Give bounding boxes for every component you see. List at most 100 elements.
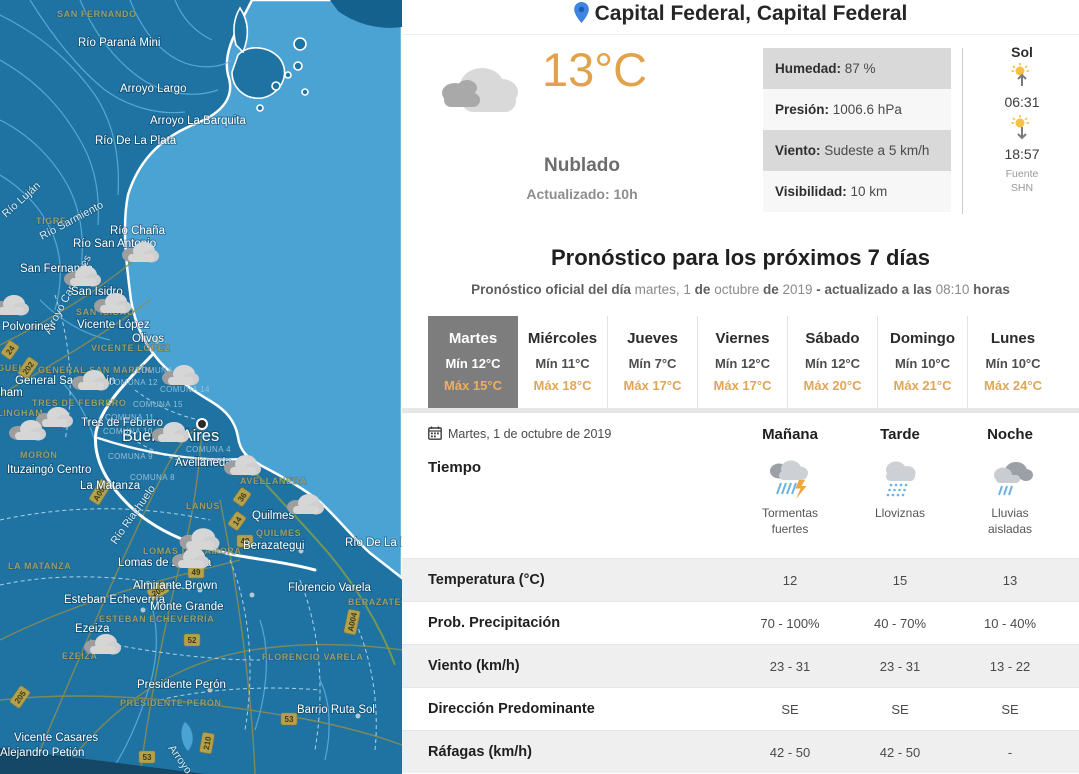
sunset-time: 18:57	[1004, 146, 1040, 162]
svg-text:LANÚS: LANÚS	[186, 500, 220, 511]
tab-day-viernes[interactable]: Viernes Mín 12°C Máx 17°C	[698, 316, 788, 408]
svg-text:ESTEBAN ECHEVERRÍA: ESTEBAN ECHEVERRÍA	[99, 614, 214, 624]
svg-text:BERAZATEGUI: BERAZATEGUI	[348, 597, 402, 607]
condition-manana: Tormentas fuertes	[735, 459, 845, 537]
map-water-dark	[330, 0, 402, 28]
svg-text:49: 49	[192, 568, 201, 577]
svg-text:AVELLANEDA: AVELLANEDA	[240, 476, 307, 486]
svg-text:VICENTE LÓPEZ: VICENTE LÓPEZ	[91, 342, 170, 353]
svg-text:COMUNA 10: COMUNA 10	[103, 427, 153, 436]
forecast-subtitle: Pronóstico oficial del día martes, 1 de …	[471, 282, 1010, 297]
svg-text:Ezeiza: Ezeiza	[75, 623, 110, 635]
svg-text:Río De La Plata: Río De La Plata	[95, 135, 177, 147]
svg-text:Río Paraná Mini: Río Paraná Mini	[78, 37, 160, 49]
svg-text:PRESIDENTE PERÓN: PRESIDENTE PERÓN	[120, 697, 222, 708]
svg-text:RLINGHAM: RLINGHAM	[0, 408, 43, 418]
svg-text:52: 52	[188, 636, 197, 645]
location-header: Capital Federal, Capital Federal	[402, 2, 1079, 35]
table-row-temperatura: Temperatura (°C) 12 15 13	[402, 558, 1079, 601]
svg-text:FLORENCIO VARELA: FLORENCIO VARELA	[262, 652, 363, 662]
column-header-tarde: Tarde	[880, 426, 920, 443]
current-updated-text: Actualizado: 10h	[526, 186, 638, 202]
sunrise-icon	[1011, 63, 1029, 86]
selected-day-date: Martes, 1 de octubre de 2019	[402, 426, 735, 443]
location-pin-icon	[573, 2, 589, 23]
svg-text:Alejandro Petión: Alejandro Petión	[0, 747, 84, 759]
svg-text:53: 53	[285, 715, 294, 724]
map-islands	[231, 6, 309, 112]
svg-text:Monte Grande: Monte Grande	[150, 601, 224, 613]
svg-text:MORÓN: MORÓN	[20, 449, 58, 460]
sun-divider	[962, 48, 963, 214]
rain-icon	[994, 462, 1033, 496]
tab-day-martes[interactable]: Martes Mín 12°C Máx 15°C	[428, 316, 518, 408]
svg-text:SAN FERNANDO: SAN FERNANDO	[57, 9, 137, 19]
storm-icon	[770, 460, 808, 499]
detail-row-wind: Viento: Sudeste a 5 km/h	[763, 130, 951, 171]
svg-text:Berazategui: Berazategui	[243, 540, 304, 552]
svg-text:La Matanza: La Matanza	[80, 480, 141, 492]
map-marker-buenos-aires[interactable]	[196, 418, 208, 430]
map-lagoon	[181, 722, 193, 751]
calendar-icon	[428, 426, 442, 440]
svg-text:49: 49	[241, 537, 250, 546]
svg-text:Esteban Echeverría: Esteban Echeverría	[64, 594, 166, 606]
svg-text:Vicente López: Vicente López	[77, 319, 150, 331]
map-water-rio-de-la-plata	[123, 0, 404, 581]
svg-text:Río Chaña: Río Chaña	[110, 225, 166, 237]
svg-text:MIGUEL: MIGUEL	[0, 363, 25, 373]
current-details-box: Humedad: 87 % Presión: 1006.6 hPa Viento…	[763, 48, 951, 212]
svg-text:TIGRE: TIGRE	[36, 216, 67, 226]
current-temperature: 13°C	[542, 43, 648, 96]
forecast-table: Temperatura (°C) 12 15 13 Prob. Precipit…	[402, 558, 1079, 773]
tab-day-domingo[interactable]: Domingo Mín 10°C Máx 21°C	[878, 316, 968, 408]
tab-day-lunes[interactable]: Lunes Mín 10°C Máx 24°C	[968, 316, 1058, 408]
svg-text:Presidente Perón: Presidente Perón	[137, 679, 226, 691]
svg-text:Olivos: Olivos	[132, 333, 164, 345]
svg-text:Almirante Brown: Almirante Brown	[133, 580, 217, 592]
svg-text:GENERAL SAN MARTÍN: GENERAL SAN MARTÍN	[38, 365, 152, 375]
svg-text:COMUNA 9: COMUNA 9	[108, 452, 153, 461]
svg-text:Avellaneda: Avellaneda	[175, 457, 232, 469]
svg-text:Vicente Casares: Vicente Casares	[14, 732, 98, 744]
condition-noche: Lluvias aisladas	[955, 459, 1065, 537]
table-row-viento: Viento (km/h) 23 - 31 23 - 31 13 - 22	[402, 644, 1079, 687]
svg-text:Barrio Ruta Sol: Barrio Ruta Sol	[297, 704, 375, 716]
map-canvas: 24 202 A002 36 14 49 49 205 52 A004 205 …	[0, 0, 419, 774]
current-conditions: 13°C Nublado Actualizado: 10h Humedad: 8…	[402, 40, 1079, 218]
day-tabs: Martes Mín 12°C Máx 15°C Miércoles Mín 1…	[428, 316, 1060, 408]
svg-text:gham: gham	[0, 387, 23, 399]
detail-row-humidity: Humedad: 87 %	[763, 48, 951, 89]
tab-day-miercoles[interactable]: Miércoles Mín 11°C Máx 18°C	[518, 316, 608, 408]
sun-source: Fuente SHN	[1005, 168, 1039, 194]
sun-title: Sol	[1011, 44, 1033, 60]
sunrise-time: 06:31	[1004, 94, 1040, 110]
tab-day-sabado[interactable]: Sábado Mín 12°C Máx 20°C	[788, 316, 878, 408]
svg-text:COMUNA 15: COMUNA 15	[133, 400, 183, 409]
svg-text:Arroyo La Barquita: Arroyo La Barquita	[150, 115, 246, 127]
svg-text:Quilmes: Quilmes	[252, 510, 294, 522]
location-title: Capital Federal, Capital Federal	[594, 2, 908, 25]
map-buenos-aires[interactable]: 24 202 A002 36 14 49 49 205 52 A004 205 …	[0, 0, 419, 774]
column-header-manana: Mañana	[762, 426, 818, 443]
svg-text:Polvorines: Polvorines	[2, 321, 56, 333]
tab-day-jueves[interactable]: Jueves Mín 7°C Máx 17°C	[608, 316, 698, 408]
svg-text:COMUNA 4: COMUNA 4	[186, 445, 231, 454]
tiempo-row-label: Tiempo	[428, 459, 482, 476]
svg-text:COMUNA 12: COMUNA 12	[108, 378, 158, 387]
svg-text:Arroyo Largo: Arroyo Largo	[120, 83, 186, 95]
svg-text:Ituzaingó Centro: Ituzaingó Centro	[7, 464, 91, 476]
forecast-title: Pronóstico para los próximos 7 días	[551, 245, 930, 270]
svg-text:Florencio Varela: Florencio Varela	[288, 582, 371, 594]
current-cloud-icon	[432, 58, 524, 125]
svg-text:TRES DE FEBRERO: TRES DE FEBRERO	[32, 398, 127, 408]
condition-tarde: Lloviznas	[845, 459, 955, 537]
map-highway	[242, 458, 396, 666]
svg-text:COMUNA 14: COMUNA 14	[160, 385, 210, 394]
table-row-direccion: Dirección Predominante SE SE SE	[402, 687, 1079, 730]
current-condition-text: Nublado	[544, 155, 620, 176]
map-city-boundary	[93, 353, 317, 572]
sun-info: Sol 06:31 18:57 Fuente SHN	[968, 44, 1076, 195]
svg-text:A004: A004	[346, 611, 359, 632]
